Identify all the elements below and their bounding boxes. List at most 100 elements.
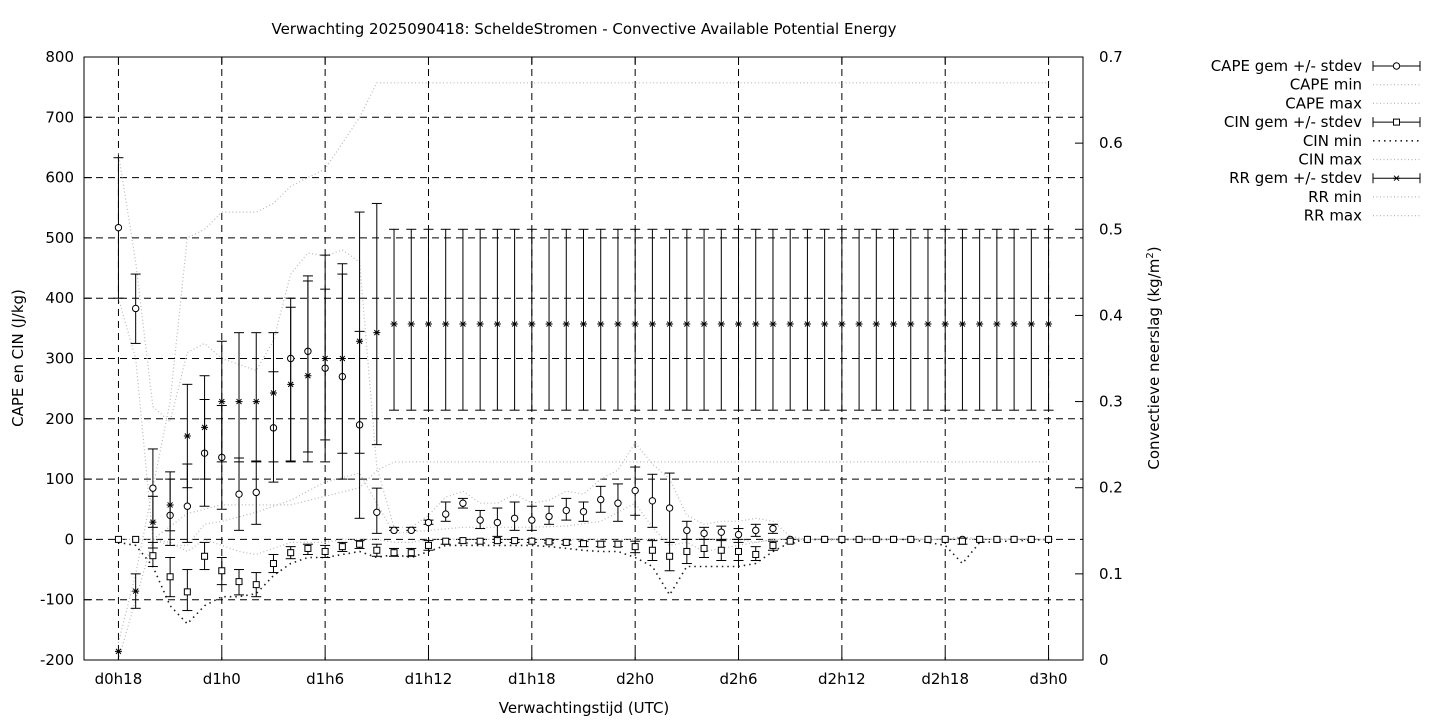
data-point-circle — [752, 526, 760, 535]
y2-tick-label: 0 — [1099, 651, 1109, 669]
data-point-star — [1393, 175, 1400, 182]
data-point-square — [338, 543, 346, 551]
data-point-circle — [373, 508, 381, 516]
data-point-star — [666, 321, 674, 327]
data-point-square — [356, 540, 364, 548]
data-point-circle — [235, 490, 243, 498]
data-point-star — [545, 321, 553, 327]
data-point-star — [424, 321, 432, 327]
y2-axis-title-end: ) — [1145, 246, 1163, 252]
data-point-star — [752, 321, 760, 327]
data-point-circle — [114, 223, 123, 232]
data-point-star — [1010, 321, 1018, 327]
data-point-square — [769, 541, 777, 549]
data-point-star — [562, 321, 570, 327]
data-point-star — [252, 398, 260, 405]
y-tick-label: 800 — [45, 48, 74, 66]
x-tick-label: d0h18 — [95, 670, 143, 688]
data-point-square — [838, 535, 846, 543]
data-point-square — [907, 535, 915, 543]
data-point-star — [114, 648, 122, 655]
x-tick-label: d1h0 — [203, 670, 241, 688]
data-point-square — [562, 538, 570, 546]
data-point-square — [528, 537, 536, 545]
data-point-square — [269, 560, 277, 568]
data-point-circle — [597, 495, 605, 504]
data-point-star — [321, 355, 329, 362]
data-point-circle — [476, 516, 484, 524]
data-point-square — [183, 588, 191, 596]
data-point-square — [855, 535, 863, 543]
data-point-circle — [528, 516, 536, 524]
y2-tick-label: 0.1 — [1099, 565, 1123, 583]
data-point-square — [958, 537, 966, 545]
data-point-square — [373, 546, 381, 554]
data-point-star — [528, 321, 536, 327]
data-point-star — [821, 321, 829, 327]
data-point-square — [459, 537, 467, 545]
y2-tick-label: 0.2 — [1099, 479, 1123, 497]
data-point-circle — [131, 304, 140, 313]
y-tick-label: -100 — [40, 591, 74, 609]
data-point-circle — [390, 526, 398, 535]
data-point-square — [407, 549, 415, 557]
data-point-square — [166, 573, 174, 581]
data-point-square — [614, 540, 622, 548]
data-point-circle — [252, 488, 260, 497]
data-point-square — [924, 535, 932, 543]
data-point-star — [580, 321, 587, 327]
legend-label: CAPE max — [1285, 94, 1362, 112]
data-point-square — [321, 547, 329, 555]
data-point-square — [735, 547, 743, 555]
y-tick-label: 200 — [45, 410, 74, 428]
data-point-square — [976, 535, 984, 543]
data-point-square — [648, 546, 656, 554]
y-tick-label: 0 — [64, 530, 74, 548]
x-tick-label: d1h12 — [405, 670, 453, 688]
data-point-square — [304, 544, 312, 552]
chart-title: Verwachting 2025090418: ScheldeStromen -… — [271, 20, 896, 38]
data-point-star — [648, 321, 656, 327]
data-point-star — [941, 321, 949, 327]
data-point-square — [476, 537, 484, 545]
data-point-square — [683, 547, 691, 555]
y-tick-label: 300 — [45, 350, 74, 368]
data-point-square — [717, 546, 725, 554]
series-layer — [113, 82, 1054, 661]
series-line-cin-max — [118, 535, 1049, 556]
data-point-circle — [510, 514, 519, 522]
data-point-star — [149, 519, 157, 526]
data-point-square — [1393, 118, 1400, 126]
data-point-star — [459, 321, 467, 327]
y-tick-label: 500 — [45, 229, 74, 247]
legend-label: CIN min — [1303, 132, 1362, 150]
data-point-square — [442, 537, 450, 545]
data-point-circle — [734, 530, 743, 539]
data-point-star — [769, 321, 777, 327]
data-point-circle — [545, 512, 553, 521]
y2-tick-label: 0.3 — [1099, 393, 1123, 411]
x-tick-label: d2h6 — [719, 670, 757, 688]
data-point-star — [803, 321, 811, 327]
data-point-circle — [579, 507, 588, 516]
data-point-star — [183, 433, 191, 439]
data-point-square — [132, 535, 140, 543]
y-tick-label: 600 — [45, 169, 74, 187]
data-point-circle — [648, 497, 657, 505]
data-point-circle — [183, 502, 192, 510]
data-point-square — [597, 540, 605, 548]
x-tick-label: d1h18 — [508, 670, 556, 688]
data-point-star — [993, 321, 1001, 327]
data-point-star — [924, 321, 932, 327]
data-point-star — [855, 321, 863, 327]
data-point-star — [786, 321, 794, 327]
data-point-star — [631, 321, 639, 327]
data-point-square — [821, 535, 829, 543]
y2-tick-label: 0.4 — [1099, 306, 1123, 324]
y2-tick-label: 0.6 — [1099, 134, 1123, 152]
data-point-square — [201, 552, 209, 560]
data-point-square — [580, 540, 587, 548]
data-point-square — [252, 581, 260, 589]
